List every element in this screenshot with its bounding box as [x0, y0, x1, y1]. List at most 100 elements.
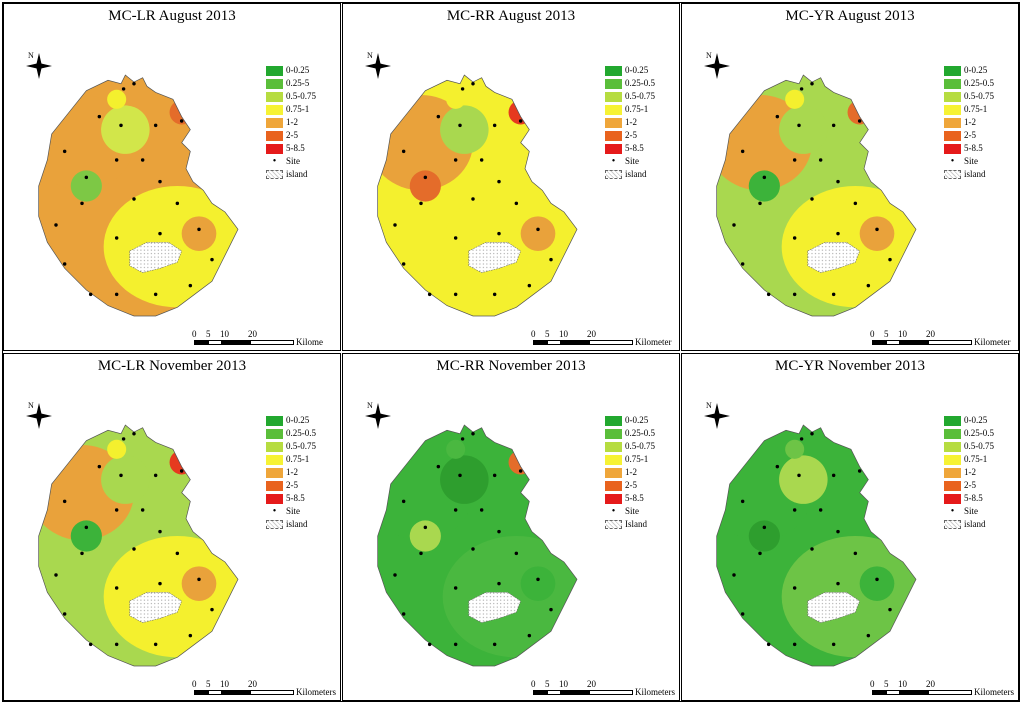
concentration-patch: [409, 170, 441, 202]
sampling-site: [62, 149, 67, 154]
legend-item: 0.75-1: [605, 103, 655, 116]
legend-swatch: [944, 117, 961, 128]
legend-item: 0-0.25: [266, 64, 316, 77]
sampling-site: [797, 123, 801, 128]
legend-label: 0.75-1: [964, 104, 988, 114]
legend-item: 0.75-1: [266, 453, 316, 466]
panel-title: MC-RR November 2013: [436, 358, 586, 374]
legend-item: 0.5-0.75: [266, 90, 316, 103]
legend-label: island: [964, 169, 986, 179]
legend-swatch: [266, 441, 283, 452]
panel-title: MC-LR November 2013: [97, 358, 247, 374]
sampling-site: [158, 179, 162, 184]
sampling-site: [875, 577, 879, 582]
sampling-site: [836, 179, 840, 184]
legend-item-island: island: [605, 168, 655, 181]
scale-tick-label: 20: [926, 329, 935, 339]
legend-item: 1-2: [944, 466, 994, 479]
legend-item-island: island: [266, 518, 316, 531]
island-shape: [129, 592, 182, 623]
sampling-site: [514, 551, 519, 556]
sampling-site: [497, 231, 501, 236]
legend-item: 0.75-1: [944, 453, 994, 466]
sampling-site: [419, 201, 423, 206]
sampling-site: [875, 227, 879, 232]
lake-outline: [716, 424, 917, 667]
concentration-patch: [101, 455, 150, 504]
sampling-site: [132, 82, 136, 86]
sampling-site: [114, 158, 119, 162]
legend-label: 0.25-0.5: [286, 428, 316, 438]
sampling-site: [527, 283, 532, 288]
sampling-site: [831, 642, 836, 647]
legend-label: 1-2: [964, 117, 976, 127]
legend-swatch: [944, 454, 961, 465]
island-shape: [807, 242, 860, 273]
sampling-site: [810, 82, 814, 86]
legend-item: 0.25-5: [266, 77, 316, 90]
legend-label: 2-5: [964, 130, 976, 140]
island-shape: [468, 242, 521, 273]
island-pattern-icon: [944, 520, 961, 529]
legend-item: 0.5-0.75: [266, 440, 316, 453]
sampling-site: [518, 469, 523, 473]
legend-label: 2-5: [625, 480, 637, 490]
legend-swatch: [944, 467, 961, 478]
scale-bar: 0 5 10 20 Kilometers: [531, 679, 675, 698]
sampling-site: [114, 292, 119, 297]
sampling-site: [536, 227, 540, 232]
legend-item: 2-5: [266, 479, 316, 492]
legend-label: 5-8.5: [625, 143, 644, 153]
sampling-site: [492, 473, 497, 478]
sampling-site: [423, 175, 428, 180]
legend: 0-0.25 0.25-0.5 0.5-0.75 0.75-1 1-2 2-5 5-8.5 •…: [605, 414, 655, 531]
north-arrow-icon: N: [26, 401, 52, 429]
sampling-site: [818, 508, 823, 512]
sampling-site: [792, 292, 797, 297]
legend-item: 1-2: [605, 116, 655, 129]
sampling-site: [153, 473, 158, 478]
scale-segment: [900, 690, 928, 695]
legend-label: 1-2: [964, 467, 976, 477]
sampling-site: [158, 529, 162, 534]
sampling-site: [84, 175, 89, 180]
sampling-site: [831, 292, 836, 297]
legend-label: 5-8.5: [964, 493, 983, 503]
legend-label: 0.5-0.75: [625, 441, 655, 451]
sampling-site: [836, 231, 840, 236]
legend-label: Site: [286, 156, 301, 166]
sampling-site: [740, 149, 745, 154]
sampling-site: [492, 292, 497, 297]
scale-segment: [194, 690, 208, 695]
legend-swatch: [605, 65, 622, 76]
legend: 0-0.25 0.25-0.5 0.5-0.75 0.75-1 1-2 2-5 5-8.5 •…: [944, 64, 994, 181]
lake-outline: [38, 424, 239, 667]
legend-label: Site: [625, 506, 640, 516]
scale-segment: [222, 690, 250, 695]
legend-label: island: [625, 169, 647, 179]
legend-swatch: [266, 143, 283, 154]
legend-swatch: [944, 143, 961, 154]
concentration-patch: [520, 566, 556, 601]
map-panel-p3: MC-YR August 2013 N 0-0.25 0.25-0.5 0.5-0.75…: [681, 3, 1019, 351]
scale-segment: [589, 690, 633, 695]
concentration-patch: [446, 439, 466, 459]
panel-title: MC-YR August 2013: [785, 8, 915, 24]
lake-map: [38, 424, 239, 667]
legend-label: 0.5-0.75: [964, 91, 994, 101]
sampling-site: [518, 119, 523, 123]
sampling-site: [97, 464, 102, 469]
sampling-site: [458, 123, 462, 128]
sampling-site: [836, 529, 840, 534]
sampling-site: [853, 201, 858, 206]
sampling-site: [453, 292, 458, 297]
legend-item-site: • Site: [266, 155, 316, 168]
legend-swatch: [266, 117, 283, 128]
legend-item: 0-0.25: [605, 64, 655, 77]
scale-bar: 0 5 10 20 Kilometer: [870, 329, 1012, 348]
scale-segment: [533, 340, 547, 345]
sampling-site: [140, 158, 145, 162]
scale-segment: [928, 690, 972, 695]
legend-swatch: [605, 91, 622, 102]
legend-label: Site: [964, 156, 979, 166]
